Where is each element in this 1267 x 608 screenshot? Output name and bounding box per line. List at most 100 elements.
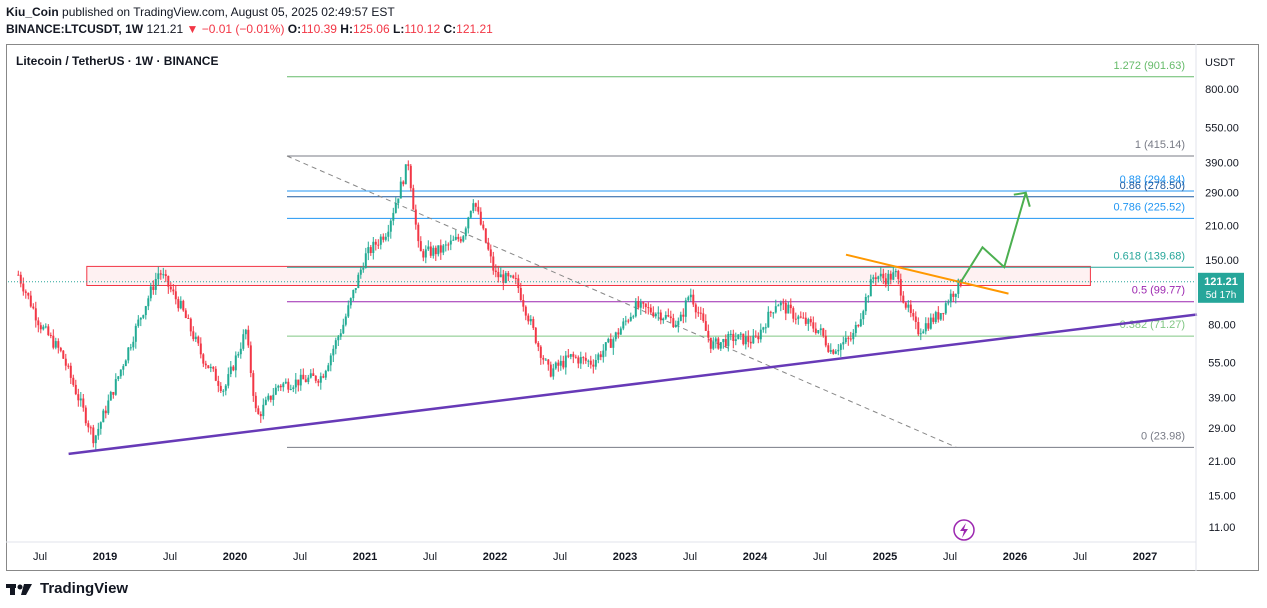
x-tick-label: Jul xyxy=(943,551,957,563)
candle-body xyxy=(377,244,380,246)
candle-body xyxy=(144,306,147,316)
candle-body xyxy=(539,346,542,358)
candle-body xyxy=(382,236,385,240)
candle-body xyxy=(729,333,732,335)
candle-body xyxy=(632,316,635,318)
low-label: L: xyxy=(393,22,405,36)
candle-body xyxy=(57,341,60,348)
candle-body xyxy=(609,338,612,348)
candle-body xyxy=(774,306,777,313)
candle-body xyxy=(17,274,20,276)
candle-body xyxy=(84,407,87,424)
candle-body xyxy=(594,360,597,367)
candle-body xyxy=(284,381,287,384)
lightning-icon[interactable] xyxy=(953,519,975,541)
candle-body xyxy=(824,335,827,346)
candle-body xyxy=(694,304,697,313)
candle-body xyxy=(374,241,377,245)
candle-body xyxy=(727,334,730,347)
candle-body xyxy=(664,315,667,319)
candle-body xyxy=(184,310,187,318)
candle-body xyxy=(612,339,615,348)
chart-frame[interactable] xyxy=(6,44,1259,571)
candle-body xyxy=(167,276,170,287)
candle-body xyxy=(227,374,230,386)
candle-body xyxy=(104,410,107,414)
candle-body xyxy=(179,300,182,309)
footer-brand[interactable]: TradingView xyxy=(6,580,128,597)
candle-body xyxy=(537,343,540,347)
candle-body xyxy=(847,337,850,339)
candle-body xyxy=(152,286,155,290)
candle-body xyxy=(92,427,95,444)
author-name[interactable]: Kiu_Coin xyxy=(6,5,59,19)
candle-body xyxy=(207,365,210,369)
candle-body xyxy=(399,181,402,199)
candle-body xyxy=(917,322,920,335)
currency-label[interactable]: USDT xyxy=(1205,57,1235,69)
publish-text: published on TradingView.com, August 05,… xyxy=(62,5,395,19)
price-tag-countdown: 5d 17h xyxy=(1206,290,1237,301)
candle-body xyxy=(872,277,875,280)
candle-body xyxy=(899,279,902,296)
candle-body xyxy=(582,357,585,359)
candle-body xyxy=(842,342,845,345)
candle-body xyxy=(237,354,240,356)
candle-body xyxy=(384,236,387,240)
x-tick-label: Jul xyxy=(683,551,697,563)
candle-body xyxy=(949,293,952,303)
candle-body xyxy=(387,231,390,237)
candle-body xyxy=(507,273,510,277)
candle-body xyxy=(769,311,772,313)
candle-body xyxy=(47,326,50,335)
candle-body xyxy=(604,342,607,351)
x-tick-label: 2021 xyxy=(353,551,377,563)
candle-body xyxy=(574,356,577,358)
candle-body xyxy=(422,251,425,258)
candle-body xyxy=(357,274,360,288)
candle-body xyxy=(39,325,42,330)
candle-body xyxy=(409,165,412,189)
candle-body xyxy=(329,355,332,366)
candle-body xyxy=(64,358,67,366)
candle-body xyxy=(779,302,782,306)
candle-body xyxy=(459,239,462,242)
candle-body xyxy=(62,350,65,359)
candle-body xyxy=(262,404,265,417)
candle-body xyxy=(154,279,157,290)
candle-body xyxy=(204,363,207,366)
candle-body xyxy=(614,332,617,340)
ohlc-line: BINANCE:LTCUSDT, 1W 121.21 ▼ −0.01 (−0.0… xyxy=(6,22,493,36)
fib-level-label: 1 (415.14) xyxy=(1135,139,1185,151)
candle-body xyxy=(762,327,765,330)
candle-body xyxy=(669,316,672,319)
chart-legend-title: Litecoin / TetherUS · 1W · BINANCE xyxy=(16,54,218,68)
candle-body xyxy=(59,347,62,351)
candle-body xyxy=(312,373,315,376)
y-tick-label: 55.00 xyxy=(1208,358,1236,370)
candle-body xyxy=(269,395,272,400)
candle-body xyxy=(674,325,677,327)
candle-body xyxy=(299,374,302,386)
candle-body xyxy=(649,307,652,313)
candle-body xyxy=(844,337,847,343)
candle-body xyxy=(259,414,262,417)
candle-body xyxy=(359,269,362,275)
candle-body xyxy=(707,330,710,338)
candle-body xyxy=(534,327,537,343)
candle-body xyxy=(922,331,925,334)
fib-level-label: 0.88 (294.84) xyxy=(1120,174,1185,186)
candle-body xyxy=(732,333,735,341)
candle-body xyxy=(487,242,490,250)
candle-body xyxy=(527,315,530,322)
candle-body xyxy=(117,376,120,379)
candle-body xyxy=(239,348,242,355)
candle-body xyxy=(107,400,110,414)
close-value: 121.21 xyxy=(456,22,493,36)
x-tick-label: 2022 xyxy=(483,551,507,563)
candle-body xyxy=(474,203,477,207)
candle-body xyxy=(934,312,937,322)
candle-body xyxy=(292,387,295,389)
candle-body xyxy=(79,398,82,401)
